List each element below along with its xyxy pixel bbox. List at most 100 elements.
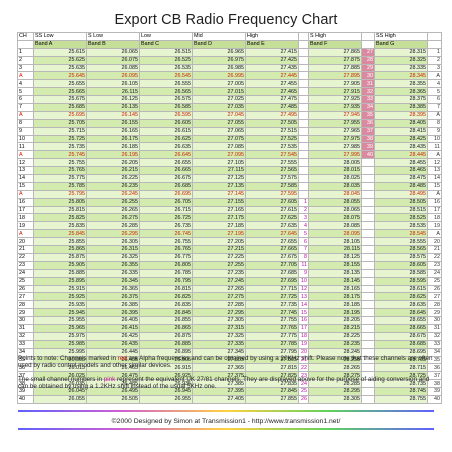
frequency-cell: 26.565	[139, 87, 193, 97]
frequency-cell: 28.665	[374, 323, 428, 333]
frequency-cell: 27.225	[192, 252, 246, 262]
frequency-cell: 26.285	[86, 221, 140, 231]
uk-channel-number	[298, 79, 309, 89]
channel-ref: 34	[361, 103, 375, 112]
band-spacer-cell	[427, 39, 442, 49]
channel-number: A	[17, 110, 34, 120]
header-row: CH SS Low S Low Low Mid High S High SS High	[17, 32, 442, 41]
frequency-cell: 25.765	[33, 166, 87, 176]
uk-channel-number	[298, 63, 309, 73]
frequency-cell: 27.715	[245, 284, 299, 294]
table-row: 18 25.825 26.275 26.725 27.175 27.625 3 28.075 2…	[17, 213, 442, 223]
channel-ref	[361, 339, 375, 349]
frequency-cell: 27.615	[245, 205, 299, 215]
table-row: 12 25.755 26.205 26.655 27.105 27.555 28.005 28…	[17, 158, 442, 168]
frequency-cell: 26.075	[86, 55, 140, 65]
channel-ref: 27	[361, 47, 375, 57]
uk-channel-number	[298, 181, 309, 191]
frequency-cell: 27.995	[308, 150, 362, 160]
frequency-cell: 27.585	[245, 181, 299, 191]
frequency-cell: 25.915	[33, 284, 87, 294]
divider-bottom	[18, 428, 434, 430]
frequency-cell: 27.595	[245, 189, 299, 199]
frequency-cell: 26.955	[139, 394, 193, 404]
frequency-cell: 25.745	[33, 150, 87, 160]
frequency-cell: 26.825	[139, 292, 193, 302]
channel-number: 17	[17, 205, 34, 215]
channel-ref	[361, 158, 375, 168]
frequency-cell: 26.165	[86, 126, 140, 136]
frequency-cell: 26.635	[139, 142, 193, 152]
frequency-cell: 27.885	[308, 63, 362, 73]
frequency-cell: 28.625	[374, 292, 428, 302]
frequency-cell: 27.025	[192, 95, 246, 105]
uk-channel-number	[298, 55, 309, 65]
table-row: 11 25.735 26.185 26.635 27.085 27.535 27.985 39…	[17, 142, 442, 152]
band-label: Band G	[374, 39, 428, 49]
frequency-cell: 25.755	[33, 158, 87, 168]
notes: Points to note: Channels marked in red a…	[18, 355, 438, 396]
frequency-cell: 28.435	[374, 142, 428, 152]
frequency-cell: 26.845	[139, 308, 193, 318]
channel-ref	[361, 394, 375, 404]
table-row: 8 25.705 26.155 26.605 27.055 27.505 27.955 36 2…	[17, 118, 442, 128]
channel-ref	[361, 166, 375, 176]
channel-ref	[361, 205, 375, 215]
frequency-cell: 26.685	[139, 181, 193, 191]
uk-channel-number	[298, 71, 309, 81]
frequency-cell: 28.075	[308, 213, 362, 223]
channel-number: 5	[17, 87, 34, 97]
frequency-cell: 27.705	[245, 260, 299, 270]
header-cell: Mid	[192, 32, 246, 41]
table-row: 17 25.815 26.265 26.715 27.165 27.615 2 28.065 2…	[17, 205, 442, 215]
table-row: 31 25.965 26.415 26.865 27.315 27.765 17 28.215…	[17, 323, 442, 333]
uk-channel-number	[298, 158, 309, 168]
channel-number: 25	[17, 276, 34, 286]
frequency-cell: 26.215	[86, 166, 140, 176]
channel-number: 19	[17, 221, 34, 231]
frequency-cell: 27.415	[245, 47, 299, 57]
frequency-cell: 27.945	[308, 110, 362, 120]
table-row: 20 25.855 26.305 26.755 27.205 27.655 6 28.105 2…	[17, 237, 442, 247]
frequency-cell: 26.205	[86, 158, 140, 168]
frequency-cell: 25.825	[33, 213, 87, 223]
band-label: Band A	[33, 39, 87, 49]
frequency-cell: 28.655	[374, 316, 428, 325]
frequency-cell: 28.645	[374, 308, 428, 318]
frequency-cell: 27.205	[192, 237, 246, 247]
frequency-cell: 27.455	[245, 79, 299, 89]
frequency-cell: 28.215	[308, 323, 362, 333]
table-row: 13 25.765 26.215 26.665 27.115 27.565 28.015 28…	[17, 166, 442, 176]
header-cell: S Low	[86, 32, 140, 41]
channel-number: 23	[17, 260, 34, 270]
channel-number: 24	[17, 268, 34, 278]
channel-number: 22	[17, 252, 34, 262]
channel-number: 9	[17, 126, 34, 136]
frequency-cell: 28.055	[308, 197, 362, 207]
band-label: Band F	[308, 39, 362, 49]
frequency-cell: 27.875	[308, 55, 362, 65]
frequency-cell: 27.055	[192, 118, 246, 128]
uk-channel-number	[298, 189, 309, 199]
channel-number: 15	[17, 181, 34, 191]
channel-ref	[361, 181, 375, 191]
channel-ref: 23	[427, 260, 442, 270]
frequency-cell: 26.975	[192, 55, 246, 65]
frequency-cell: 27.165	[192, 205, 246, 215]
channel-number: 2	[17, 55, 34, 65]
band-label: Band D	[192, 39, 246, 49]
frequency-cell: 26.515	[139, 47, 193, 57]
frequency-cell: 28.595	[374, 276, 428, 286]
table-row: 10 25.725 26.175 26.625 27.075 27.525 27.975 38…	[17, 134, 442, 144]
frequency-cell: 26.855	[139, 316, 193, 325]
table-row: 23 25.905 26.355 26.805 27.255 27.705 11 28.155…	[17, 260, 442, 270]
table-row: 16 25.805 26.255 26.705 27.155 27.605 1 28.055 2…	[17, 197, 442, 207]
frequency-cell: 26.765	[139, 245, 193, 254]
frequency-cell: 28.025	[308, 174, 362, 183]
frequency-cell: 25.975	[33, 331, 87, 341]
frequency-cell: 25.835	[33, 221, 87, 231]
frequency-cell: 28.095	[308, 229, 362, 239]
frequency-cell: 26.545	[139, 71, 193, 81]
frequency-cell: 28.345	[374, 71, 428, 81]
channel-number: 40	[17, 394, 34, 404]
